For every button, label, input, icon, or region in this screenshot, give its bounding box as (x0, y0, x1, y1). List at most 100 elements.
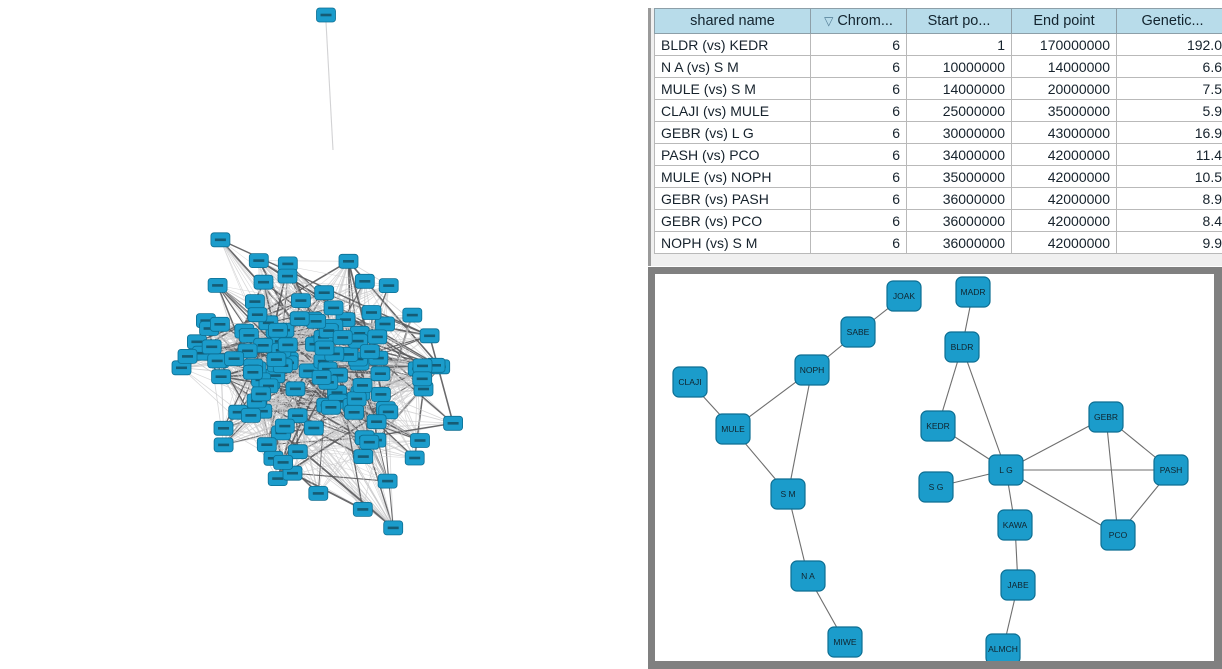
network-node[interactable] (251, 386, 272, 402)
table-row[interactable]: GEBR (vs) L G 6 30000000 43000000 16.9 (654, 121, 1222, 144)
network-edge[interactable] (223, 415, 298, 429)
cell-shared_name[interactable]: PASH (vs) PCO (654, 143, 811, 166)
table-row[interactable]: GEBR (vs) PCO 6 36000000 42000000 8.4 (654, 209, 1222, 232)
network-edge[interactable] (266, 444, 388, 482)
network-edge[interactable] (364, 281, 436, 366)
network-node[interactable] (207, 277, 228, 293)
table-row[interactable]: N A (vs) S M 6 10000000 14000000 6.6 (654, 55, 1222, 78)
network-node[interactable] (370, 366, 391, 382)
subnetwork-node[interactable]: GEBR (1088, 401, 1124, 433)
network-node[interactable] (316, 7, 336, 23)
network-node[interactable] (207, 353, 228, 369)
cell-shared_name[interactable]: CLAJI (vs) MULE (654, 99, 811, 122)
network-node[interactable] (323, 300, 344, 316)
subnetwork-graph[interactable]: CLAJI MULE NOPH SABE JOAK S M N A MIWE MADR BLDR K… (655, 274, 1214, 661)
subnetwork-edge[interactable] (787, 369, 813, 495)
cell-end_point[interactable]: 20000000 (1011, 77, 1117, 100)
network-node[interactable] (308, 485, 329, 501)
cell-chromosome[interactable]: 6 (810, 165, 907, 188)
network-node[interactable] (287, 444, 308, 460)
subnetwork-node[interactable]: L G (988, 454, 1024, 486)
full-network-canvas[interactable] (0, 0, 648, 669)
cell-end_point[interactable]: 42000000 (1011, 187, 1117, 210)
cell-end_point[interactable]: 42000000 (1011, 209, 1117, 232)
network-node[interactable] (211, 369, 232, 385)
table-row[interactable]: CLAJI (vs) MULE 6 25000000 35000000 5.9 (654, 99, 1222, 122)
network-node[interactable] (383, 520, 404, 536)
subnetwork-node[interactable]: MADR (955, 276, 991, 308)
cell-start_point[interactable]: 36000000 (906, 231, 1012, 254)
network-node[interactable] (320, 399, 341, 415)
cell-end_point[interactable]: 170000000 (1011, 33, 1117, 56)
subnetwork-node[interactable]: KAWA (997, 509, 1033, 541)
network-edge[interactable] (263, 281, 430, 337)
subnetwork-node[interactable]: SABE (840, 316, 876, 348)
network-node[interactable] (311, 369, 332, 385)
network-node[interactable] (266, 352, 287, 368)
column-header-genetic[interactable]: Genetic... (1116, 8, 1222, 34)
network-node[interactable] (290, 293, 311, 309)
network-node[interactable] (402, 307, 423, 323)
network-node[interactable] (314, 340, 335, 356)
cell-genetic[interactable]: 7.5 (1116, 77, 1222, 100)
cell-start_point[interactable]: 25000000 (906, 99, 1012, 122)
network-node[interactable] (273, 454, 294, 470)
cell-start_point[interactable]: 30000000 (906, 121, 1012, 144)
column-header-start-point[interactable]: Start po... (906, 8, 1012, 34)
network-node[interactable] (378, 278, 399, 294)
table-row[interactable]: BLDR (vs) KEDR 6 1 170000000 192.0 (654, 33, 1222, 56)
cell-genetic[interactable]: 5.9 (1116, 99, 1222, 122)
network-node[interactable] (289, 311, 310, 327)
network-edge[interactable] (342, 281, 366, 338)
cell-genetic[interactable]: 16.9 (1116, 121, 1222, 144)
network-node[interactable] (404, 450, 425, 466)
cell-start_point[interactable]: 34000000 (906, 143, 1012, 166)
subnetwork-edge[interactable] (1005, 469, 1119, 536)
network-node[interactable] (443, 415, 464, 431)
network-edge[interactable] (313, 421, 377, 429)
table-row[interactable]: GEBR (vs) PASH 6 36000000 42000000 8.9 (654, 187, 1222, 210)
cell-end_point[interactable]: 35000000 (1011, 99, 1117, 122)
network-node[interactable] (213, 437, 234, 453)
subnetwork-node[interactable]: S G (918, 471, 954, 503)
network-node[interactable] (359, 434, 380, 450)
subnetwork-node[interactable]: BLDR (944, 331, 980, 363)
network-node[interactable] (352, 501, 373, 517)
network-node[interactable] (253, 274, 274, 290)
network-node[interactable] (274, 418, 295, 434)
cell-end_point[interactable]: 42000000 (1011, 143, 1117, 166)
network-node[interactable] (359, 344, 380, 360)
network-node[interactable] (256, 437, 277, 453)
cell-genetic[interactable]: 8.4 (1116, 209, 1222, 232)
cell-end_point[interactable]: 42000000 (1011, 231, 1117, 254)
cell-chromosome[interactable]: 6 (810, 99, 907, 122)
cell-chromosome[interactable]: 6 (810, 187, 907, 210)
column-header-shared-name[interactable]: shared name (654, 8, 811, 34)
cell-chromosome[interactable]: 6 (810, 121, 907, 144)
table-body[interactable]: BLDR (vs) KEDR 6 1 170000000 192.0 N A (vs) S… (654, 33, 1222, 254)
cell-shared_name[interactable]: N A (vs) S M (654, 55, 811, 78)
subnetwork-edge[interactable] (961, 346, 1007, 471)
cell-start_point[interactable]: 1 (906, 33, 1012, 56)
cell-shared_name[interactable]: NOPH (vs) S M (654, 231, 811, 254)
subnetwork-node[interactable]: JOAK (886, 280, 922, 312)
subnetwork-node[interactable]: MULE (715, 413, 751, 445)
network-node[interactable] (410, 433, 430, 448)
column-header-chromosome[interactable]: ▽ Chrom... (810, 8, 907, 34)
subnetwork-node[interactable]: PCO (1100, 519, 1136, 551)
subnetwork-node[interactable]: NOPH (794, 354, 830, 386)
cell-shared_name[interactable]: MULE (vs) NOPH (654, 165, 811, 188)
network-node[interactable] (303, 420, 324, 436)
table-row[interactable]: MULE (vs) S M 6 14000000 20000000 7.5 (654, 77, 1222, 100)
network-node[interactable] (285, 381, 306, 397)
network-node[interactable] (366, 414, 387, 430)
network-edge[interactable] (362, 378, 423, 386)
network-edge[interactable] (364, 280, 430, 337)
subnetwork-node[interactable]: ALMCH (985, 633, 1021, 661)
subnetwork-node[interactable]: N A (790, 560, 826, 592)
network-node[interactable] (240, 407, 261, 423)
cell-end_point[interactable]: 14000000 (1011, 55, 1117, 78)
table-row[interactable]: PASH (vs) PCO 6 34000000 42000000 11.4 (654, 143, 1222, 166)
network-node[interactable] (213, 420, 234, 436)
network-edge[interactable] (270, 382, 394, 529)
